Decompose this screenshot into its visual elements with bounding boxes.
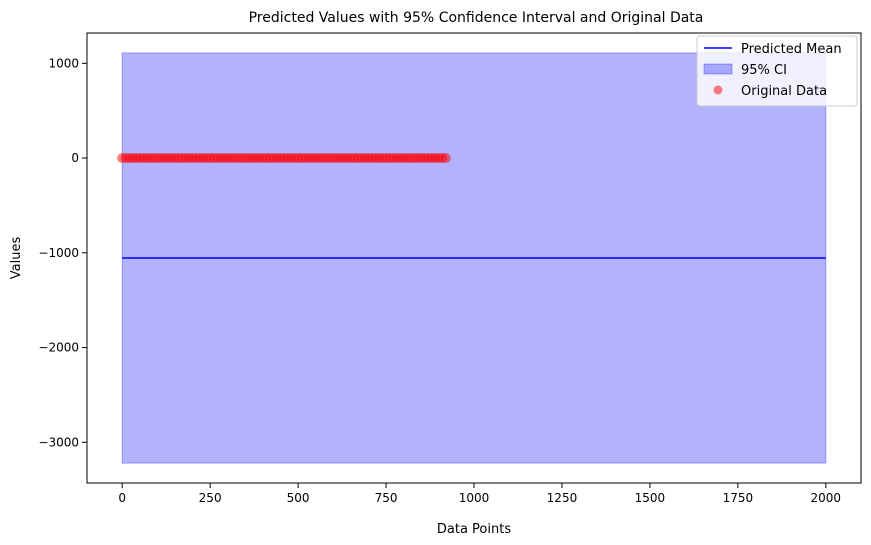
y-tick-label: −1000 bbox=[38, 246, 79, 260]
y-tick-label: 0 bbox=[71, 151, 79, 165]
legend-original-data-swatch bbox=[713, 85, 723, 95]
legend-original-data-label: Original Data bbox=[741, 84, 827, 99]
y-tick-label: 1000 bbox=[48, 56, 79, 70]
x-tick-label: 250 bbox=[199, 491, 222, 505]
y-tick-label: −3000 bbox=[38, 435, 79, 449]
legend-ci-swatch bbox=[703, 63, 733, 75]
x-tick-label: 2000 bbox=[811, 491, 842, 505]
x-tick-label: 500 bbox=[287, 491, 310, 505]
data-point bbox=[440, 153, 451, 164]
x-tick-label: 1750 bbox=[723, 491, 754, 505]
legend-frame bbox=[696, 35, 858, 107]
y-tick-label: −2000 bbox=[38, 341, 79, 355]
legend-predicted-mean-label: Predicted Mean bbox=[741, 42, 842, 57]
chart-title: Predicted Values with 95% Confidence Int… bbox=[249, 10, 704, 26]
x-axis-label: Data Points bbox=[437, 522, 511, 537]
x-tick-label: 750 bbox=[375, 491, 398, 505]
x-tick-label: 0 bbox=[118, 491, 126, 505]
legend: Predicted Mean 95% CI Original Data bbox=[696, 35, 858, 107]
x-tick-label: 1250 bbox=[547, 491, 578, 505]
y-axis-label: Values bbox=[9, 237, 24, 280]
legend-ci-label: 95% CI bbox=[741, 63, 787, 78]
x-tick-label: 1500 bbox=[635, 491, 666, 505]
x-tick-label: 1000 bbox=[459, 491, 490, 505]
